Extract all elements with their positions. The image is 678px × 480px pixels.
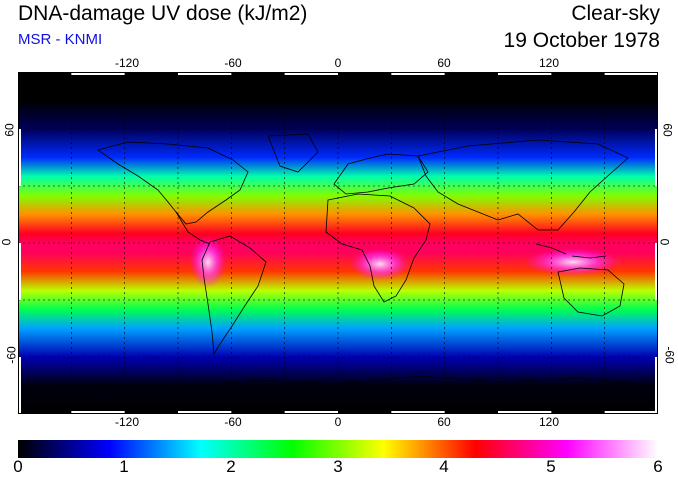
coast-central-america <box>175 211 211 245</box>
lat-tick-right: 0 <box>657 238 672 246</box>
frame-segment <box>284 72 338 75</box>
lon-tick-bottom: -60 <box>224 415 242 429</box>
frame-segment <box>71 411 125 414</box>
coast-greenland <box>267 133 319 173</box>
coast-indonesia <box>535 243 607 259</box>
coastlines <box>18 133 658 391</box>
frame-ticks <box>18 72 658 414</box>
hotspot-andes <box>190 236 226 288</box>
lon-tick-bottom: 60 <box>437 415 451 429</box>
lon-tick-top: 0 <box>334 56 342 70</box>
coast-south-america <box>201 235 267 356</box>
frame-segment <box>391 72 445 75</box>
map-frame <box>18 72 658 414</box>
frame-segment <box>655 357 658 414</box>
lon-tick-bottom: 0 <box>334 415 342 429</box>
frame-segment <box>18 129 21 186</box>
frame-segment <box>178 72 232 75</box>
coast-africa <box>325 193 431 303</box>
colorbar-label: 4 <box>439 457 449 476</box>
frame-segment <box>18 243 21 300</box>
colorbar-label: 6 <box>653 457 663 476</box>
colorbar-label: 3 <box>333 457 343 476</box>
lat-tick-left: 60 <box>2 123 17 137</box>
lon-tick-bottom: 120 <box>538 415 560 429</box>
frame-segment <box>604 411 658 414</box>
sky-condition: Clear-sky <box>571 2 660 25</box>
graticule <box>18 72 658 414</box>
frame-segment <box>604 72 658 75</box>
colorbar-label: 2 <box>226 457 236 476</box>
frame-segment <box>391 411 445 414</box>
frame-segment <box>18 357 21 414</box>
frame-segment <box>655 129 658 186</box>
map-title: DNA-damage UV dose (kJ/m2) <box>18 2 308 25</box>
coast-europe <box>333 153 429 195</box>
data-source: MSR - KNMI <box>18 31 103 48</box>
colorbar-label: 5 <box>546 457 556 476</box>
lat-tick-left: -60 <box>4 346 19 364</box>
coast-australia <box>557 267 625 317</box>
hotspot-africa <box>350 248 410 280</box>
colorbar-label: 0 <box>13 457 23 476</box>
colorbar-gradient <box>18 440 658 458</box>
coast-north-america <box>97 141 249 225</box>
lat-tick-left: 0 <box>0 238 14 246</box>
hotspot-indonesia <box>525 248 621 276</box>
frame-segment <box>498 72 552 75</box>
frame-segment <box>178 411 232 414</box>
map-date: 19 October 1978 <box>503 29 660 52</box>
lon-tick-top: -120 <box>114 56 140 70</box>
coast-asia <box>417 139 629 231</box>
uv-dose-map <box>18 72 658 414</box>
lon-tick-top: -60 <box>224 56 242 70</box>
lat-tick-right: 60 <box>660 123 675 137</box>
frame-segment <box>498 411 552 414</box>
lon-tick-top: 60 <box>437 56 451 70</box>
frame-segment <box>655 243 658 300</box>
frame-segment <box>284 411 338 414</box>
colorbar <box>18 440 658 458</box>
lon-tick-bottom: -120 <box>114 415 140 429</box>
colorbar-label: 1 <box>119 457 129 476</box>
frame-segment <box>71 72 125 75</box>
lon-tick-top: 120 <box>538 56 560 70</box>
lat-tick-right: -60 <box>662 346 677 364</box>
